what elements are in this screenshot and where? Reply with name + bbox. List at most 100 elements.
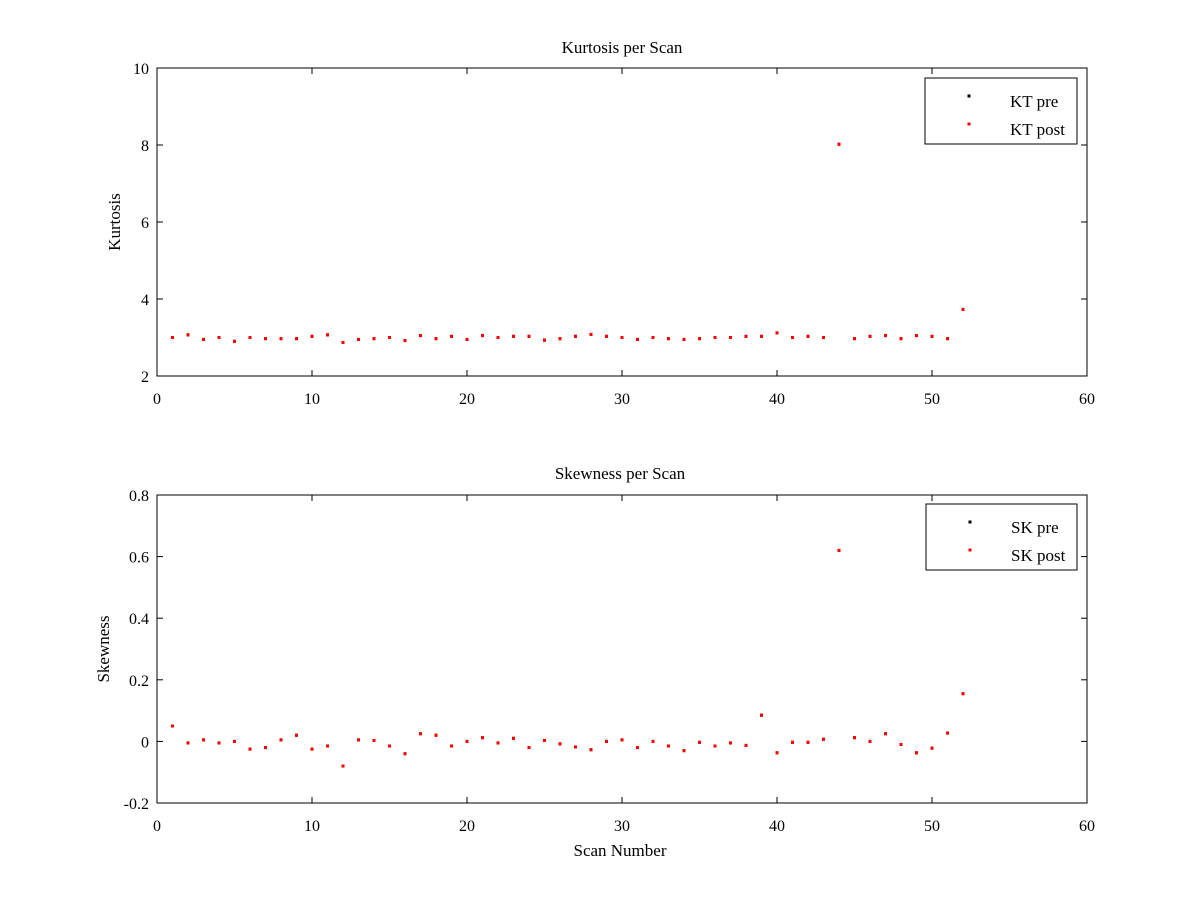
kurtosis-legend-box	[924, 77, 1078, 145]
data-point-sk-post	[326, 744, 329, 748]
data-point-kt-post	[775, 331, 779, 335]
data-point-kt-post	[806, 334, 810, 338]
data-point-kt-post	[186, 333, 190, 337]
data-point-sk-post	[310, 747, 314, 751]
skewness-legend: SK pre SK post	[925, 503, 1078, 571]
data-point-kt-post	[574, 334, 577, 338]
data-point-kt-post	[837, 142, 841, 146]
skewness-y-tick-label: 0.2	[129, 673, 149, 690]
skewness-y-tick-label: 0.6	[129, 550, 149, 567]
data-point-kt-post	[434, 337, 438, 341]
kurtosis-y-tick-label: 6	[141, 215, 149, 232]
legend-marker-sk-pre	[968, 520, 972, 524]
legend-label-kt-post: KT post	[1010, 120, 1065, 139]
legend-entry-sk-pre: SK pre	[968, 518, 1059, 537]
skewness-y-axis-label: Skewness	[94, 615, 113, 682]
data-point-sk-post	[806, 740, 810, 744]
skewness-x-tick-label: 0	[153, 818, 161, 835]
data-point-kt-post	[961, 307, 965, 311]
data-point-kt-post	[372, 337, 376, 341]
data-point-sk-post	[791, 740, 794, 744]
data-point-kt-post	[341, 341, 345, 345]
skewness-y-tick-label: 0	[141, 734, 149, 751]
data-point-kt-post	[465, 337, 469, 341]
data-point-sk-post	[713, 744, 717, 748]
data-point-sk-post	[946, 731, 949, 735]
kurtosis-x-tick-label: 0	[153, 391, 161, 408]
legend-label-sk-pre: SK pre	[1011, 518, 1059, 537]
data-point-kt-post	[946, 337, 949, 341]
legend-entry-kt-post: KT post	[967, 120, 1065, 139]
skewness-y-tick-label: 0.8	[129, 488, 149, 505]
data-point-kt-post	[450, 334, 453, 338]
data-point-sk-post	[279, 738, 283, 742]
skewness-y-tick-label: 0.4	[129, 611, 149, 628]
data-point-kt-post	[248, 336, 252, 339]
data-point-kt-post	[791, 336, 794, 339]
data-point-kt-post	[915, 334, 918, 338]
kurtosis-x-tick-label: 50	[924, 391, 940, 408]
data-point-sk-post	[682, 749, 686, 753]
kurtosis-y-axis-label: Kurtosis	[105, 193, 124, 251]
legend-marker-kt-pre	[967, 94, 971, 98]
data-point-sk-post	[884, 732, 887, 736]
data-point-sk-post	[543, 738, 546, 742]
data-point-sk-post	[233, 739, 236, 743]
data-point-sk-post	[868, 739, 872, 743]
kurtosis-ticks: 0 10 20 30 40 50 60 2 4 6 8 10	[133, 61, 1095, 408]
data-point-kt-post	[636, 337, 639, 341]
kurtosis-y-tick-label: 8	[141, 138, 149, 155]
data-point-sk-post	[760, 713, 763, 717]
data-point-sk-post	[558, 742, 562, 746]
legend-marker-sk-post	[968, 548, 972, 552]
data-point-kt-post	[481, 334, 484, 338]
data-point-kt-post	[899, 337, 903, 341]
data-point-sk-post	[450, 744, 453, 748]
data-point-kt-post	[558, 337, 562, 341]
data-point-kt-post	[217, 336, 221, 339]
skewness-points	[171, 548, 965, 768]
data-point-sk-post	[388, 744, 391, 748]
data-point-kt-post	[279, 337, 283, 341]
data-point-kt-post	[713, 336, 717, 339]
data-point-kt-post	[930, 334, 934, 338]
skewness-x-tick-label: 60	[1079, 818, 1095, 835]
data-point-kt-post	[310, 334, 314, 338]
data-point-kt-post	[202, 337, 205, 341]
data-point-sk-post	[915, 751, 918, 755]
skewness-x-tick-label: 20	[459, 818, 475, 835]
data-point-kt-post	[651, 336, 655, 339]
data-point-sk-post	[899, 742, 903, 746]
data-point-sk-post	[202, 738, 205, 742]
kurtosis-x-tick-label: 40	[769, 391, 785, 408]
data-point-kt-post	[853, 337, 856, 341]
legend-entry-kt-pre: KT pre	[967, 92, 1058, 111]
data-point-sk-post	[636, 746, 639, 750]
data-point-sk-post	[527, 746, 531, 750]
data-point-kt-post	[822, 336, 825, 339]
data-point-sk-post	[512, 736, 515, 740]
data-point-kt-post	[233, 339, 236, 343]
data-point-kt-post	[605, 334, 608, 338]
data-point-sk-post	[171, 724, 174, 728]
data-point-sk-post	[822, 737, 825, 741]
data-point-sk-post	[403, 752, 407, 756]
data-point-kt-post	[388, 336, 391, 339]
skewness-y-tick-label: -0.2	[124, 796, 149, 813]
data-point-kt-post	[512, 334, 515, 338]
data-point-sk-post	[372, 738, 376, 742]
data-point-kt-post	[295, 337, 298, 341]
data-point-sk-post	[744, 743, 748, 747]
data-point-kt-post	[698, 337, 701, 341]
data-point-kt-post	[744, 334, 748, 338]
data-point-kt-post	[403, 339, 407, 343]
data-point-sk-post	[481, 736, 484, 740]
legend-entry-sk-post: SK post	[968, 546, 1066, 565]
data-point-sk-post	[775, 751, 779, 755]
data-point-sk-post	[186, 741, 190, 745]
data-point-kt-post	[419, 334, 422, 338]
data-point-kt-post	[868, 334, 872, 338]
skewness-x-tick-label: 30	[614, 818, 630, 835]
kurtosis-chart-title: Kurtosis per Scan	[562, 38, 683, 57]
